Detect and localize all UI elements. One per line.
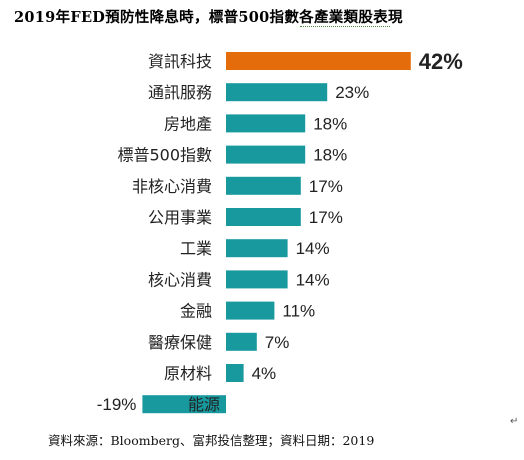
value-label-3: 18% bbox=[313, 146, 347, 165]
category-label-9: 醫療保健 bbox=[148, 333, 212, 352]
value-label-9: 7% bbox=[265, 333, 290, 352]
value-label-4: 17% bbox=[309, 177, 343, 196]
bar-11 bbox=[142, 395, 226, 414]
source-note: 資料來源：Bloomberg、富邦投信整理；資料日期：2019 bbox=[48, 433, 375, 448]
bar-5 bbox=[226, 208, 301, 226]
value-label-0: 42% bbox=[419, 49, 463, 74]
category-label-8: 金融 bbox=[180, 302, 212, 321]
bar-10 bbox=[226, 364, 244, 382]
bar-1 bbox=[226, 83, 328, 102]
spellcheck-underline bbox=[300, 26, 390, 27]
category-label-0: 資訊科技 bbox=[148, 52, 212, 71]
paragraph-mark: ↵ bbox=[510, 416, 519, 427]
chart-title: 2019年FED預防性降息時，標普500指數各產業類股表現 bbox=[14, 9, 403, 26]
value-label-7: 14% bbox=[296, 270, 330, 289]
bar-3 bbox=[226, 145, 306, 164]
category-label-3: 標普500指數 bbox=[117, 146, 212, 165]
value-label-6: 14% bbox=[296, 239, 330, 258]
bar-8 bbox=[226, 301, 275, 320]
category-label-11: 能源 bbox=[188, 395, 220, 414]
bar-0 bbox=[226, 52, 411, 70]
category-label-5: 公用事業 bbox=[148, 208, 212, 227]
value-label-5: 17% bbox=[309, 208, 343, 227]
value-label-2: 18% bbox=[313, 114, 347, 133]
category-label-2: 房地產 bbox=[164, 114, 212, 133]
category-label-10: 原材料 bbox=[164, 364, 212, 383]
bar-9 bbox=[226, 332, 257, 351]
value-label-1: 23% bbox=[335, 83, 369, 102]
bar-6 bbox=[226, 239, 288, 258]
bar-chart: 資訊科技通訊服務房地產標普500指數非核心消費公用事業工業核心消費金融醫療保健原… bbox=[97, 49, 463, 414]
category-label-4: 非核心消費 bbox=[132, 177, 212, 196]
value-label-8: 11% bbox=[282, 302, 315, 321]
category-label-6: 工業 bbox=[180, 239, 212, 258]
value-label-10: 4% bbox=[252, 364, 277, 383]
bar-2 bbox=[226, 114, 306, 133]
bar-4 bbox=[226, 176, 301, 195]
category-label-1: 通訊服務 bbox=[148, 83, 212, 102]
category-label-7: 核心消費 bbox=[148, 270, 212, 289]
value-label-11: -19% bbox=[97, 395, 137, 414]
bar-7 bbox=[226, 270, 288, 289]
